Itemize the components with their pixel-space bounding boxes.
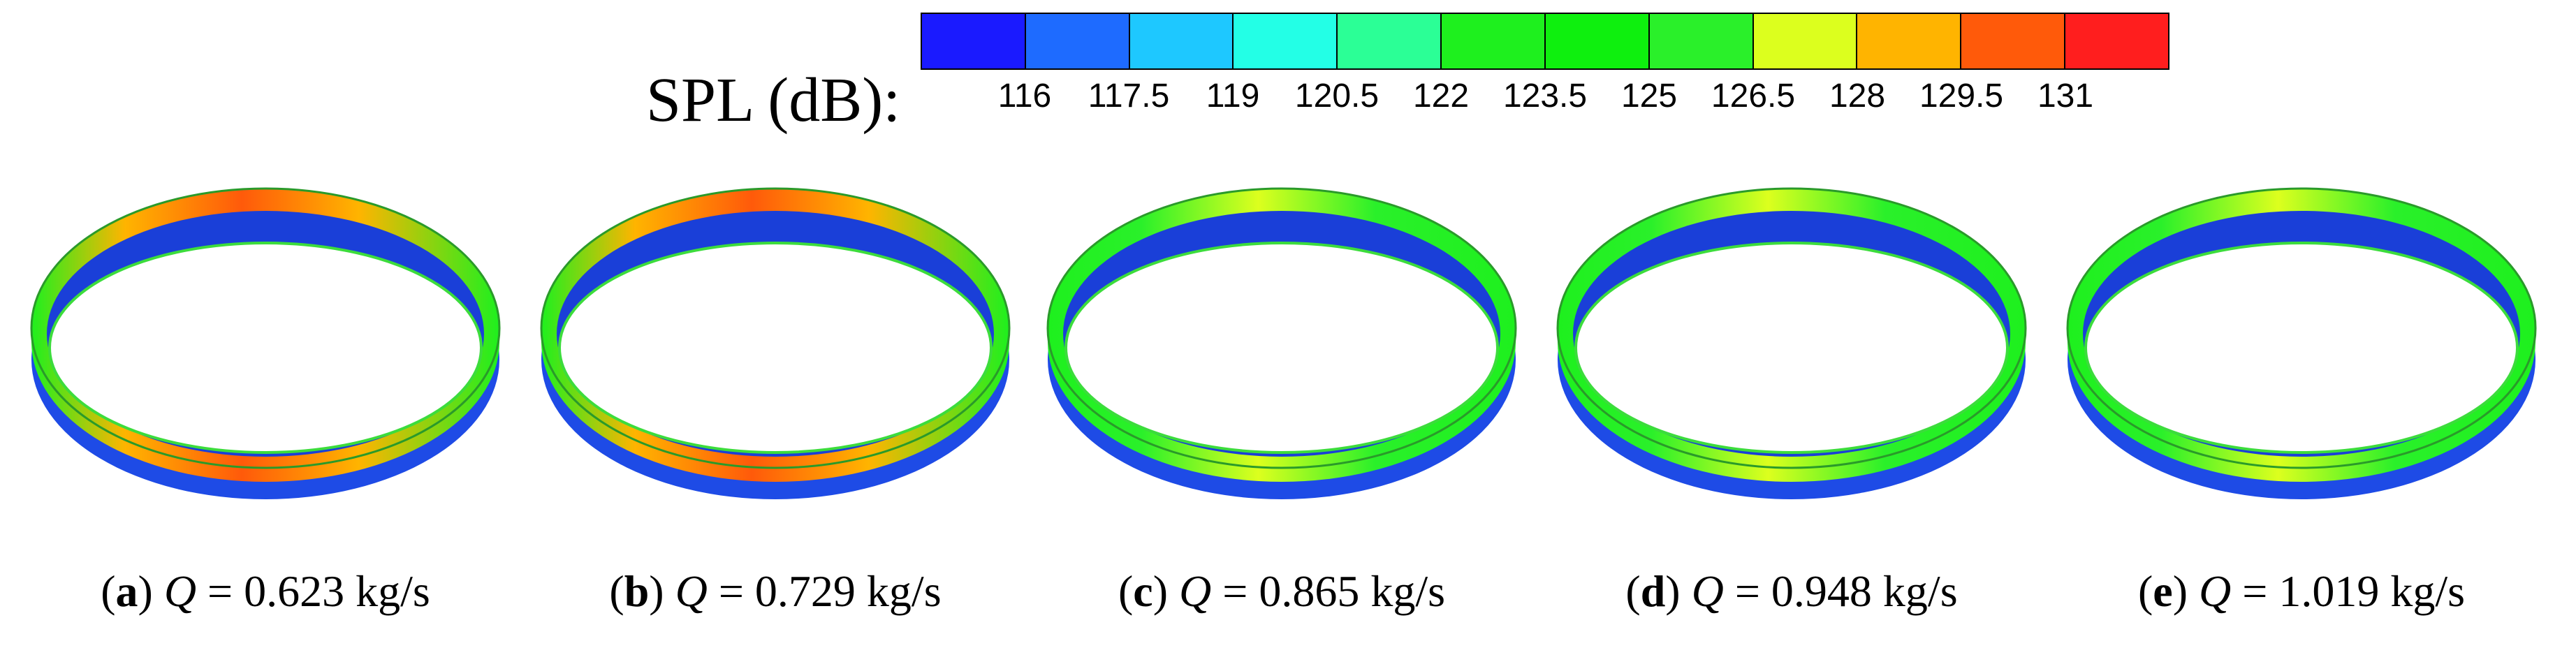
colorbar xyxy=(921,13,2169,70)
colorbar-swatch xyxy=(1857,14,1962,68)
colorbar-tick-label: 126.5 xyxy=(1711,78,1796,115)
colorbar-swatch xyxy=(1129,14,1234,68)
ring-panels xyxy=(30,187,2537,499)
ring-opening xyxy=(1574,242,2009,454)
colorbar-swatch xyxy=(1649,14,1754,68)
flow-rate-symbol: Q xyxy=(675,566,708,616)
flow-rate-symbol: Q xyxy=(1691,566,1724,616)
ring-opening xyxy=(2084,242,2519,454)
colorbar-tick-label: 116 xyxy=(997,78,1052,115)
colorbar-swatch xyxy=(1442,14,1546,68)
ring-opening xyxy=(48,242,483,454)
panel-letter: e xyxy=(2153,566,2173,616)
colorbar-swatch xyxy=(1961,14,2066,68)
flow-rate-symbol: Q xyxy=(1179,566,1212,616)
ring-opening xyxy=(558,242,993,454)
panel-caption-c: (c) Q = 0.865 kg/s xyxy=(1118,566,1446,616)
colorbar-tick-label: 123.5 xyxy=(1502,78,1588,115)
panel-caption-b: (b) Q = 0.729 kg/s xyxy=(609,566,942,616)
flow-rate-symbol: Q xyxy=(163,566,197,616)
spl-ring-c xyxy=(1046,187,1517,499)
colorbar-ticks: 116 117.5 119 120.5 122 123.5 125 126.5 128 129.5… xyxy=(921,77,2169,126)
colorbar-tick-label: 125 xyxy=(1620,78,1678,115)
panel-letter: b xyxy=(624,566,650,616)
panel-letter: a xyxy=(115,566,138,616)
colorbar-tick-label: 129.5 xyxy=(1919,78,2004,115)
flow-rate-symbol: Q xyxy=(2199,566,2232,616)
spl-ring-b xyxy=(540,187,1011,499)
colorbar-tick-label: 131 xyxy=(2037,78,2094,115)
colorbar-tick-label: 128 xyxy=(1829,78,1886,115)
flow-rate-value: = 0.623 kg/s xyxy=(196,566,430,616)
panel-caption-a: (a) Q = 0.623 kg/s xyxy=(101,566,430,616)
spl-ring-a xyxy=(30,187,501,499)
ring-opening xyxy=(1064,242,1499,454)
panel-letter: c xyxy=(1133,566,1153,616)
panel-caption-d: (d) Q = 0.948 kg/s xyxy=(1625,566,1958,616)
colorbar-tick-label: 117.5 xyxy=(1088,78,1170,115)
colorbar-swatch xyxy=(1338,14,1442,68)
colorbar-swatch xyxy=(1234,14,1338,68)
panel-caption-e: (e) Q = 1.019 kg/s xyxy=(2137,566,2466,616)
colorbar-swatch xyxy=(1545,14,1650,68)
colorbar-swatch xyxy=(1753,14,1858,68)
flow-rate-value: = 1.019 kg/s xyxy=(2231,566,2466,616)
colorbar-tick-label: 120.5 xyxy=(1294,78,1380,115)
colorbar-title: SPL (dB): xyxy=(646,66,901,135)
colorbar-tick-label: 122 xyxy=(1412,78,1470,115)
colorbar-swatch xyxy=(2065,14,2168,68)
colorbar-swatch xyxy=(1025,14,1130,68)
colorbar-tick-label: 119 xyxy=(1206,78,1260,115)
flow-rate-value: = 0.948 kg/s xyxy=(1723,566,1958,616)
flow-rate-value: = 0.729 kg/s xyxy=(707,566,942,616)
flow-rate-value: = 0.865 kg/s xyxy=(1211,566,1446,616)
spl-ring-e xyxy=(2066,187,2537,499)
colorbar-swatch xyxy=(922,14,1026,68)
panel-letter: d xyxy=(1640,566,1666,616)
spl-ring-d xyxy=(1556,187,2027,499)
